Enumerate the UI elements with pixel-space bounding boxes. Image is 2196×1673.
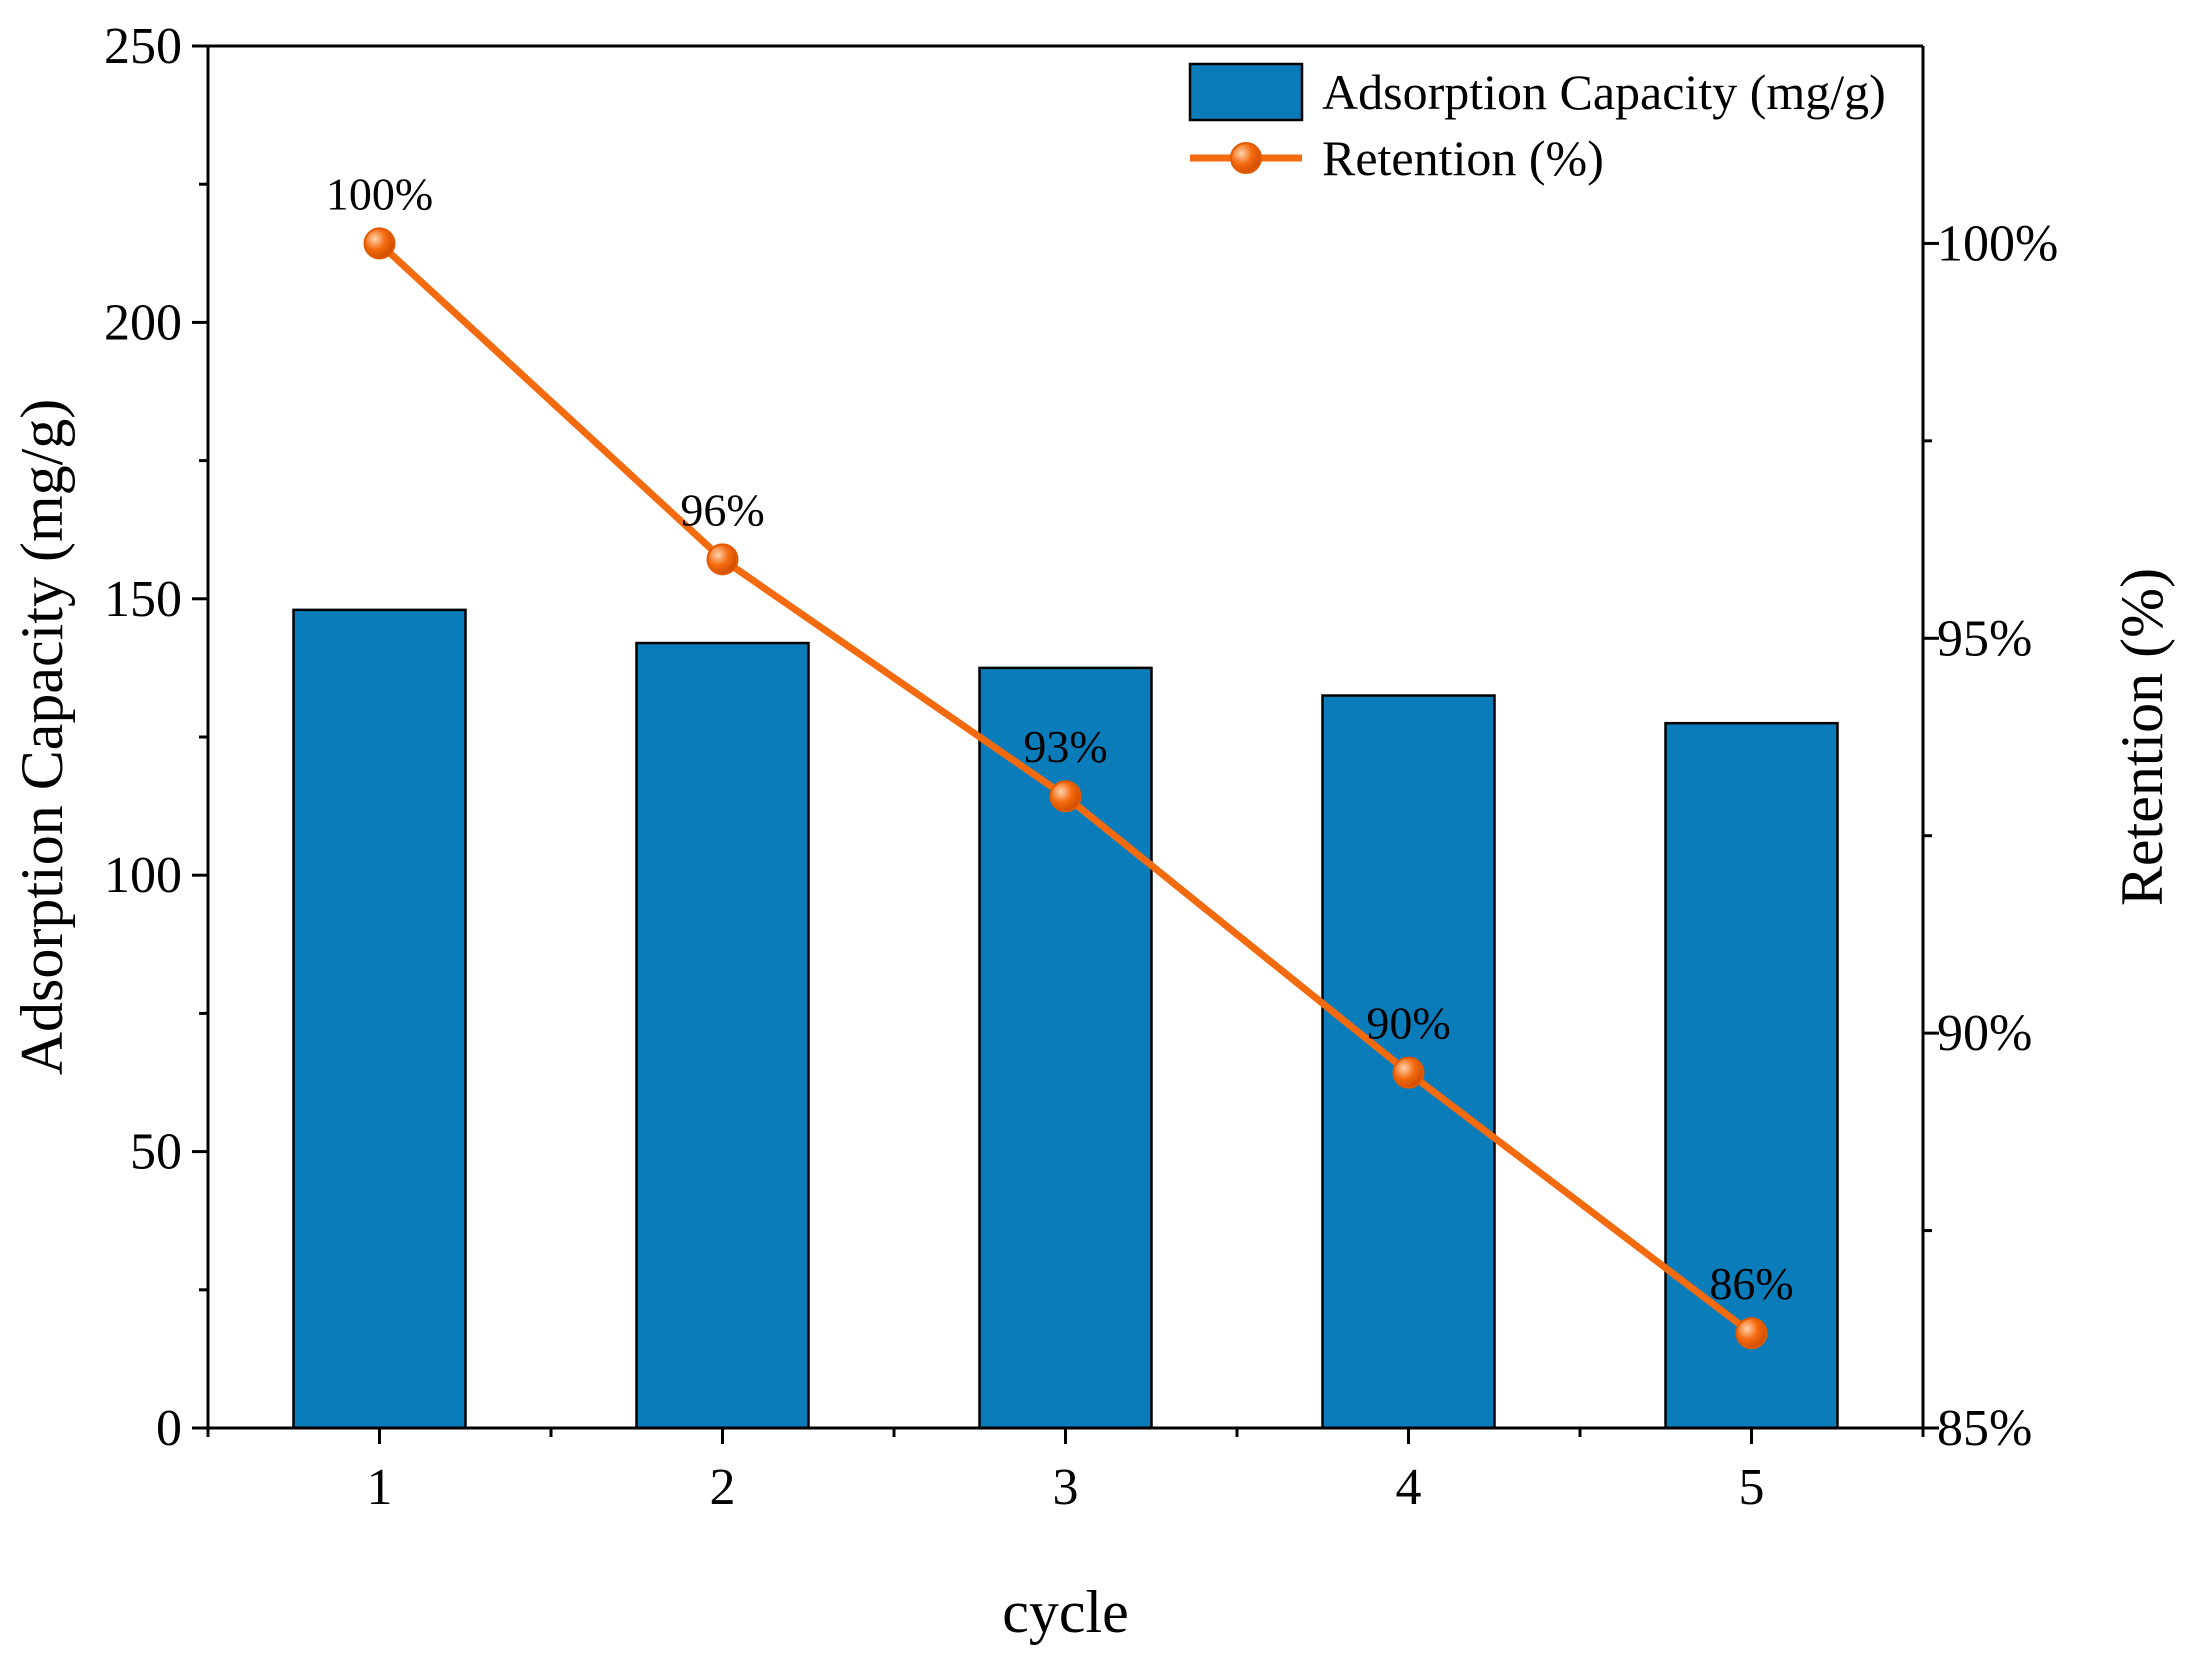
legend-label-capacity: Adsorption Capacity (mg/g) [1322,64,1886,120]
retention-data-label: 100% [326,168,433,219]
bars-layer [292,608,1839,1430]
axes-layer: 0 50 100 150 200 250 85% 90% 95% 100% 1 2 3 4 5 cycle Ad… [9,18,2175,1645]
retention-data-label: 93% [1023,721,1107,772]
retention-data-label: 96% [680,484,764,535]
left-tick-label: 250 [104,18,182,75]
legend: Adsorption Capacity (mg/g) Retention (%) [1188,62,1886,186]
left-axis-title: Adsorption Capacity (mg/g) [9,399,75,1076]
left-tick-label: 150 [104,571,182,628]
retention-point-4 [1392,1056,1425,1089]
right-tick-label: 85% [1937,1400,2032,1457]
x-tick-label: 2 [710,1459,736,1516]
x-tick-label: 3 [1053,1459,1079,1516]
legend-label-retention: Retention (%) [1322,130,1604,186]
bar-cycle-1 [292,608,467,1430]
bar-cycle-2 [635,641,810,1430]
retention-data-label: 86% [1709,1258,1793,1309]
retention-point-5 [1735,1317,1768,1350]
line-layer [363,227,1768,1350]
right-axis-title: Retention (%) [2109,568,2175,906]
x-tick-label: 1 [367,1459,393,1516]
right-tick-label: 100% [1937,215,2058,272]
left-tick-label: 50 [130,1124,182,1181]
right-tick-label: 90% [1937,1005,2032,1062]
left-tick-label: 100 [104,847,182,904]
retention-point-2 [706,543,739,576]
labels-layer: 100% 96% 93% 90% 86% [326,168,1794,1309]
retention-point-1 [363,227,396,260]
right-tick-label: 95% [1937,610,2032,667]
left-tick-label: 200 [104,294,182,351]
x-tick-label: 4 [1396,1459,1422,1516]
x-axis-title: cycle [1002,1579,1129,1645]
legend-line-marker [1230,142,1262,174]
retention-point-3 [1049,780,1082,813]
left-tick-label: 0 [156,1400,182,1457]
bar-cycle-5 [1664,721,1839,1430]
legend-bar-swatch [1188,62,1304,122]
x-tick-label: 5 [1739,1459,1765,1516]
retention-data-label: 90% [1366,998,1450,1049]
